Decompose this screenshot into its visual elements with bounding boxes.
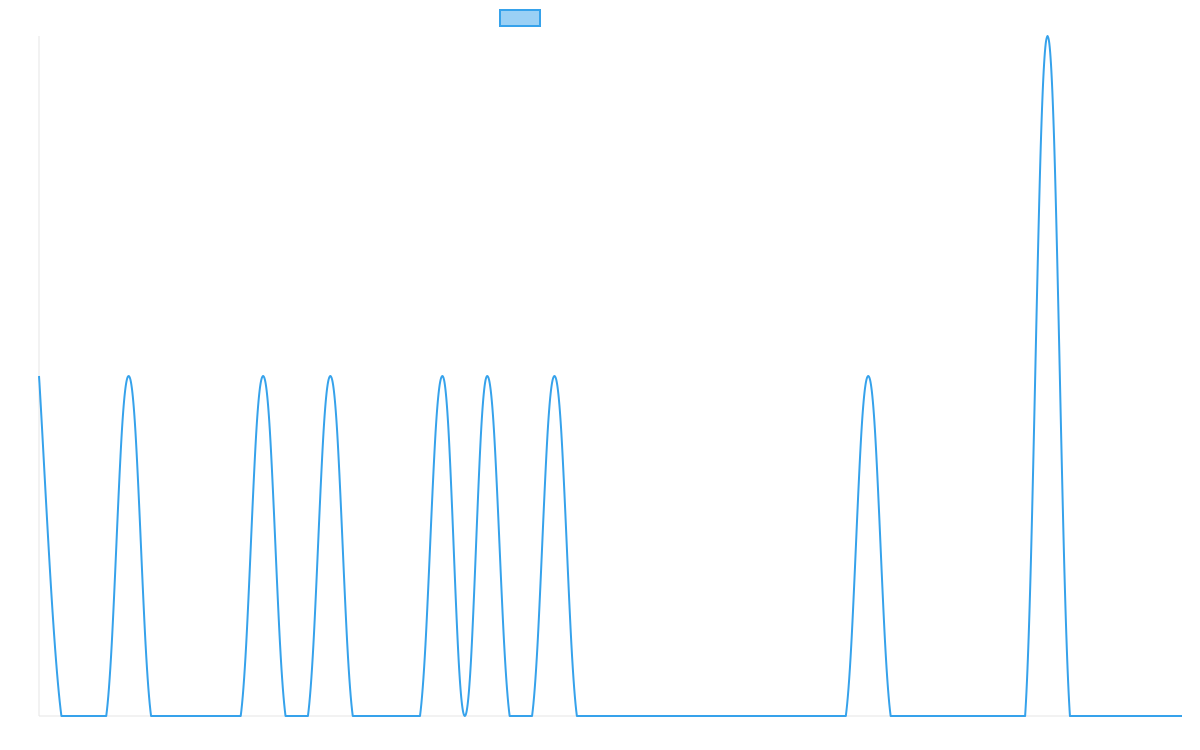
data-point[interactable] xyxy=(260,373,266,379)
data-point[interactable] xyxy=(529,713,535,719)
axes xyxy=(38,36,1182,717)
legend-swatch[interactable] xyxy=(499,9,541,27)
data-point[interactable] xyxy=(1067,713,1073,719)
data-point[interactable] xyxy=(170,713,176,719)
data-point[interactable] xyxy=(798,713,804,719)
data-point[interactable] xyxy=(1179,713,1185,719)
data-point[interactable] xyxy=(439,373,445,379)
data-point[interactable] xyxy=(103,713,109,719)
data-point[interactable] xyxy=(193,713,199,719)
data-point[interactable] xyxy=(686,713,692,719)
data-point[interactable] xyxy=(417,713,423,719)
data-point[interactable] xyxy=(1157,713,1163,719)
data-point[interactable] xyxy=(350,713,356,719)
data-point[interactable] xyxy=(148,713,154,719)
data-point[interactable] xyxy=(507,713,513,719)
data-point[interactable] xyxy=(1134,713,1140,719)
data-point[interactable] xyxy=(708,713,714,719)
data-point[interactable] xyxy=(238,713,244,719)
data-point[interactable] xyxy=(395,713,401,719)
data-point[interactable] xyxy=(753,713,759,719)
legend[interactable] xyxy=(499,9,541,27)
data-point[interactable] xyxy=(664,713,670,719)
data-point[interactable] xyxy=(81,713,87,719)
data-point[interactable] xyxy=(1000,713,1006,719)
data-point[interactable] xyxy=(215,713,221,719)
data-point[interactable] xyxy=(574,713,580,719)
data-point[interactable] xyxy=(596,713,602,719)
data-point[interactable] xyxy=(932,713,938,719)
data-point[interactable] xyxy=(484,373,490,379)
series-layer xyxy=(36,33,1185,719)
series-line xyxy=(38,35,1182,717)
data-point[interactable] xyxy=(36,373,42,379)
data-point[interactable] xyxy=(462,713,468,719)
data-point[interactable] xyxy=(372,713,378,719)
data-point[interactable] xyxy=(327,373,333,379)
data-point[interactable] xyxy=(776,713,782,719)
data-point[interactable] xyxy=(619,713,625,719)
data-point[interactable] xyxy=(820,713,826,719)
data-point[interactable] xyxy=(865,373,871,379)
data-point[interactable] xyxy=(305,713,311,719)
data-point[interactable] xyxy=(1022,713,1028,719)
data-point[interactable] xyxy=(551,373,557,379)
data-point[interactable] xyxy=(641,713,647,719)
data-point[interactable] xyxy=(1112,713,1118,719)
data-point[interactable] xyxy=(888,713,894,719)
data-point[interactable] xyxy=(843,713,849,719)
data-point[interactable] xyxy=(58,713,64,719)
data-point[interactable] xyxy=(731,713,737,719)
data-point[interactable] xyxy=(283,713,289,719)
data-point[interactable] xyxy=(126,373,132,379)
data-point[interactable] xyxy=(1045,33,1051,39)
data-point[interactable] xyxy=(977,713,983,719)
data-point[interactable] xyxy=(955,713,961,719)
data-point[interactable] xyxy=(1089,713,1095,719)
data-point[interactable] xyxy=(910,713,916,719)
